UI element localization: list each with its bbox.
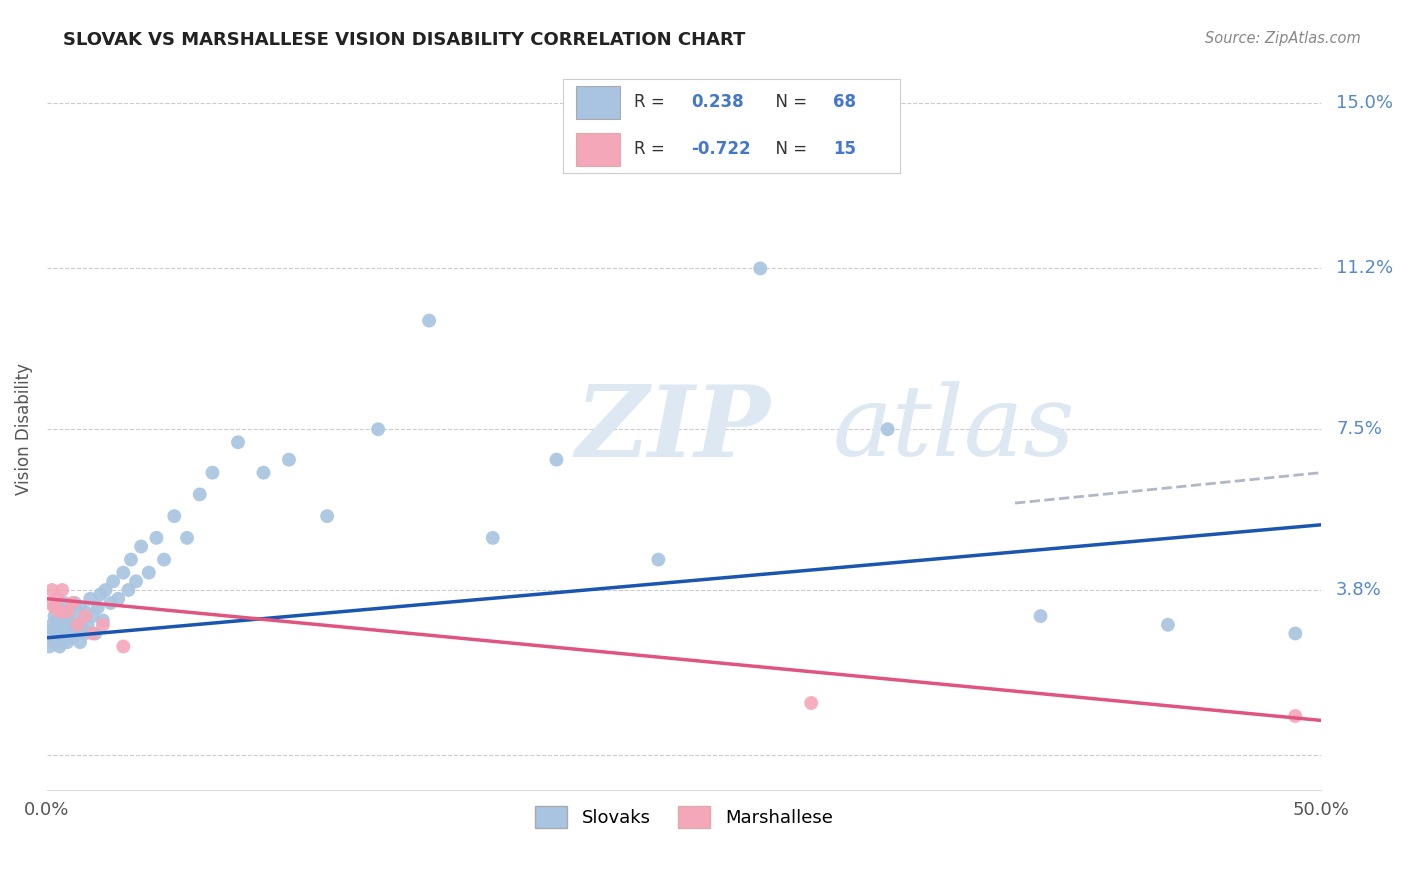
Point bbox=[79, 591, 101, 606]
Point bbox=[63, 596, 86, 610]
Point bbox=[46, 631, 69, 645]
Point bbox=[44, 600, 66, 615]
Point bbox=[153, 552, 176, 566]
Point bbox=[63, 622, 86, 636]
Point bbox=[75, 609, 97, 624]
Point bbox=[51, 605, 73, 619]
Point bbox=[76, 617, 98, 632]
Point bbox=[94, 582, 117, 597]
Point bbox=[72, 622, 94, 636]
Point bbox=[48, 626, 70, 640]
Point bbox=[82, 609, 104, 624]
Point bbox=[53, 596, 76, 610]
Point bbox=[367, 422, 389, 436]
Point bbox=[252, 466, 274, 480]
Point bbox=[53, 631, 76, 645]
Point bbox=[60, 596, 83, 610]
Point bbox=[876, 422, 898, 436]
Point bbox=[316, 509, 339, 524]
Point bbox=[188, 487, 211, 501]
Point bbox=[481, 531, 503, 545]
Point bbox=[91, 617, 114, 632]
Text: SLOVAK VS MARSHALLESE VISION DISABILITY CORRELATION CHART: SLOVAK VS MARSHALLESE VISION DISABILITY … bbox=[63, 31, 745, 49]
Point bbox=[101, 574, 124, 589]
Point bbox=[44, 622, 66, 636]
Point bbox=[66, 614, 89, 628]
Point bbox=[277, 452, 299, 467]
Text: 11.2%: 11.2% bbox=[1336, 260, 1393, 277]
Point bbox=[44, 609, 66, 624]
Point bbox=[1029, 609, 1052, 624]
Point bbox=[1157, 617, 1180, 632]
Text: 15.0%: 15.0% bbox=[1336, 95, 1393, 112]
Text: atlas: atlas bbox=[832, 382, 1076, 477]
Point bbox=[51, 582, 73, 597]
Point bbox=[176, 531, 198, 545]
Point bbox=[82, 626, 104, 640]
Point bbox=[418, 313, 440, 327]
Point bbox=[46, 614, 69, 628]
Point bbox=[100, 596, 122, 610]
Point bbox=[84, 626, 107, 640]
Point bbox=[75, 605, 97, 619]
Point bbox=[48, 640, 70, 654]
Point bbox=[749, 261, 772, 276]
Point bbox=[163, 509, 186, 524]
Text: ZIP: ZIP bbox=[575, 381, 770, 477]
Point bbox=[46, 600, 69, 615]
Point bbox=[41, 626, 63, 640]
Point bbox=[46, 591, 69, 606]
Point bbox=[59, 626, 82, 640]
Point bbox=[87, 600, 110, 615]
Point bbox=[69, 600, 91, 615]
Point bbox=[107, 591, 129, 606]
Point bbox=[138, 566, 160, 580]
Point bbox=[120, 552, 142, 566]
Text: 7.5%: 7.5% bbox=[1336, 420, 1382, 438]
Point bbox=[546, 452, 568, 467]
Point bbox=[647, 552, 669, 566]
Point bbox=[38, 640, 60, 654]
Point bbox=[1284, 626, 1306, 640]
Point bbox=[117, 582, 139, 597]
Point bbox=[226, 435, 249, 450]
Point bbox=[48, 605, 70, 619]
Point bbox=[112, 566, 135, 580]
Point bbox=[38, 596, 60, 610]
Point bbox=[56, 605, 79, 619]
Point bbox=[53, 617, 76, 632]
Point bbox=[51, 635, 73, 649]
Point bbox=[44, 635, 66, 649]
Point bbox=[1284, 709, 1306, 723]
Point bbox=[201, 466, 224, 480]
Legend: Slovaks, Marshallese: Slovaks, Marshallese bbox=[527, 798, 839, 835]
Point bbox=[800, 696, 823, 710]
Text: 3.8%: 3.8% bbox=[1336, 581, 1382, 599]
Point bbox=[129, 540, 152, 554]
Point bbox=[56, 609, 79, 624]
Point bbox=[75, 626, 97, 640]
Point bbox=[91, 614, 114, 628]
Point bbox=[41, 617, 63, 632]
Point bbox=[60, 617, 83, 632]
Point bbox=[56, 635, 79, 649]
Point bbox=[66, 617, 89, 632]
Point bbox=[60, 631, 83, 645]
Point bbox=[48, 614, 70, 628]
Point bbox=[69, 635, 91, 649]
Point bbox=[112, 640, 135, 654]
Text: Source: ZipAtlas.com: Source: ZipAtlas.com bbox=[1205, 31, 1361, 46]
Point bbox=[125, 574, 148, 589]
Point bbox=[145, 531, 167, 545]
Y-axis label: Vision Disability: Vision Disability bbox=[15, 363, 32, 495]
Point bbox=[41, 582, 63, 597]
Point bbox=[89, 587, 111, 601]
Point bbox=[59, 605, 82, 619]
